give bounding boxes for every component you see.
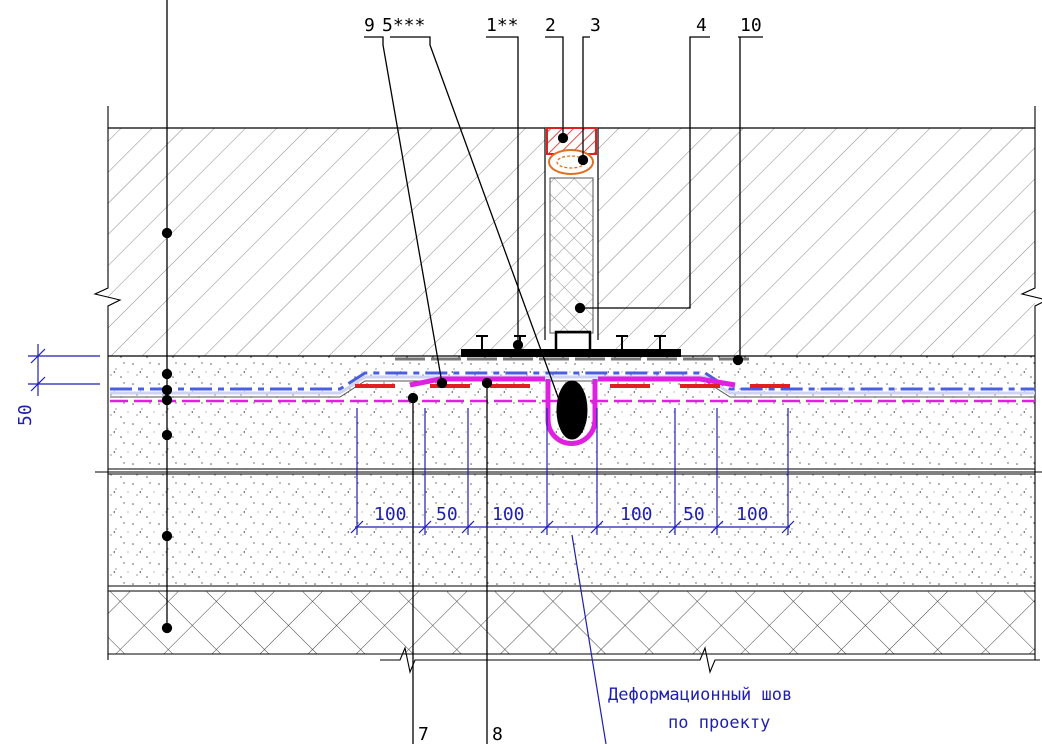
gravel-layer [108, 474, 1035, 592]
left-leader [161, 0, 173, 634]
callout-8: 8 [492, 724, 503, 744]
callout-7: 7 [418, 724, 429, 744]
callout-10: 10 [740, 15, 762, 36]
membranes [110, 357, 1035, 446]
top-slab [108, 127, 1035, 356]
note-leader [571, 534, 607, 744]
joint-profile [461, 330, 681, 357]
break-lines [93, 106, 1042, 674]
dim-left-50: 50 [15, 404, 36, 426]
joint-filler [544, 127, 599, 356]
note-line-2: по проекту [668, 713, 770, 733]
callout-leaders [364, 36, 763, 744]
compensator-tube [556, 380, 588, 440]
dim-50-b: 50 [683, 504, 705, 525]
callout-5: 5*** [382, 15, 425, 36]
left-dimension [28, 344, 100, 396]
dim-100-b: 100 [492, 504, 525, 525]
callout-9: 9 [364, 15, 375, 36]
callout-3: 3 [590, 15, 601, 36]
dim-50-a: 50 [436, 504, 458, 525]
soil-layer [108, 591, 1035, 655]
dim-100-c: 100 [620, 504, 653, 525]
bottom-dimension-chain [350, 408, 795, 535]
callout-2: 2 [545, 15, 556, 36]
note-line-1: Деформационный шов [608, 685, 792, 705]
callout-1: 1** [486, 15, 519, 36]
dim-100-d: 100 [736, 504, 769, 525]
callout-4: 4 [696, 15, 707, 36]
dim-100-a: 100 [374, 504, 407, 525]
